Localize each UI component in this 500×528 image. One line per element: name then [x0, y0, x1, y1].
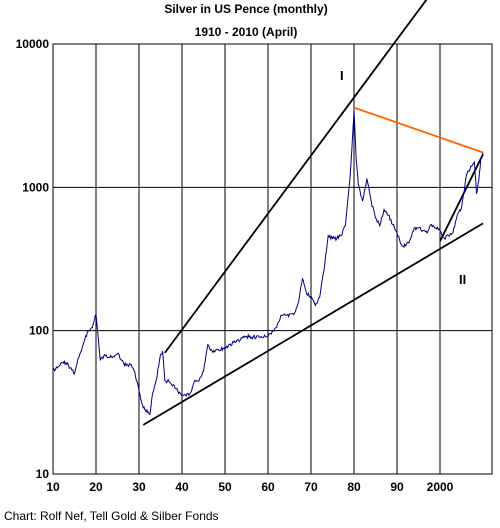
x-tick-label: 40 — [175, 480, 189, 494]
x-tick-label: 2000 — [427, 480, 454, 494]
trendline — [439, 153, 484, 242]
x-tick-label: 90 — [390, 480, 404, 494]
y-tick-label: 1000 — [22, 180, 49, 194]
y-tick-label: 10000 — [16, 37, 50, 51]
x-tick-label: 60 — [261, 480, 275, 494]
x-tick-label: 70 — [304, 480, 318, 494]
trendline — [164, 0, 428, 354]
y-tick-label: 100 — [29, 324, 49, 338]
x-tick-label: 50 — [218, 480, 232, 494]
silver-price-line — [52, 109, 484, 416]
chart-subtitle: 1910 - 2010 (April) — [195, 25, 298, 39]
x-tick-label: 30 — [132, 480, 146, 494]
chart-credit: Chart: Rolf Nef, Tell Gold & Silber Fond… — [4, 509, 219, 523]
price-series — [52, 109, 484, 416]
x-axis-tick-labels: 10 20 30 40 50 60 70 80 90 2000 — [46, 480, 453, 494]
x-tick-label: 20 — [89, 480, 103, 494]
trendline — [142, 222, 484, 426]
y-axis-tick-labels: 10 100 1000 10000 — [16, 37, 50, 481]
y-tick-label: 10 — [36, 467, 50, 481]
chart-title: Silver in US Pence (monthly) — [164, 2, 327, 16]
x-tick-label: 10 — [46, 480, 60, 494]
plot-area-frame — [52, 43, 493, 475]
x-tick-label: 80 — [347, 480, 361, 494]
grid-lines — [53, 44, 492, 474]
trendlines — [142, 0, 484, 426]
annotation-ii: II — [459, 272, 466, 287]
trendline — [353, 106, 484, 154]
annotation-i: I — [340, 68, 344, 83]
